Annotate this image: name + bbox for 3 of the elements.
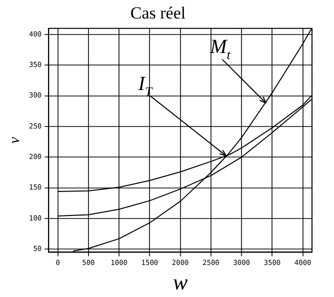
x-axis-title: w — [172, 270, 188, 295]
y-axis-title: v — [6, 136, 23, 144]
chart-title: Cas réel — [130, 4, 186, 23]
